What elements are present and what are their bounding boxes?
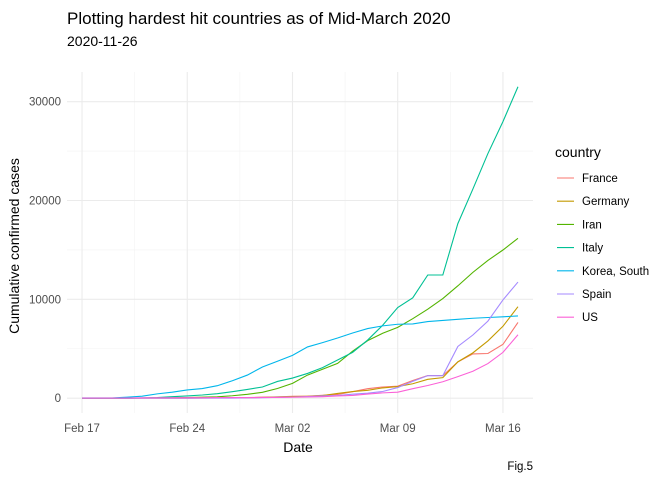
x-tick-label: Feb 24 [169, 423, 205, 435]
series-line-korea-south [82, 315, 519, 399]
series-line-iran [82, 237, 519, 399]
series-line-germany [82, 306, 519, 399]
series-lines [82, 86, 519, 399]
series-line-us [82, 334, 519, 399]
y-tick-label: 30000 [29, 97, 61, 109]
y-tick-labels: 0 10000 20000 30000 [29, 97, 61, 406]
x-tick-label: Mar 02 [275, 423, 311, 435]
chart-subtitle: 2020-11-26 [67, 33, 138, 49]
chart-title: Plotting hardest hit countries as of Mid… [67, 9, 451, 28]
y-tick-label: 0 [55, 393, 61, 405]
x-axis-title: Date [283, 439, 313, 455]
caption: Fig.5 [507, 461, 533, 473]
legend: country France Germany Iran Italy Korea, Sou… [555, 144, 649, 324]
y-axis-title: Cumulative confirmed cases [6, 158, 22, 334]
legend-label-iran: Iran [582, 219, 602, 231]
legend-title: country [555, 144, 601, 160]
legend-label-us: US [582, 312, 598, 324]
y-tick-label: 20000 [29, 195, 61, 207]
x-tick-label: Mar 16 [485, 423, 521, 435]
legend-label-italy: Italy [582, 243, 603, 255]
legend-label-spain: Spain [582, 289, 611, 301]
plot-area [67, 72, 533, 413]
x-tick-label: Mar 09 [380, 423, 416, 435]
series-line-france [82, 322, 519, 399]
y-tick-label: 10000 [29, 294, 61, 306]
grid-minor [67, 72, 533, 413]
legend-label-korea-south: Korea, South [582, 266, 649, 278]
x-tick-label: Feb 17 [64, 423, 100, 435]
legend-label-germany: Germany [582, 196, 630, 208]
legend-label-france: France [582, 173, 618, 185]
grid-major [67, 72, 533, 413]
x-tick-labels: Feb 17 Feb 24 Mar 02 Mar 09 Mar 16 [64, 423, 521, 435]
